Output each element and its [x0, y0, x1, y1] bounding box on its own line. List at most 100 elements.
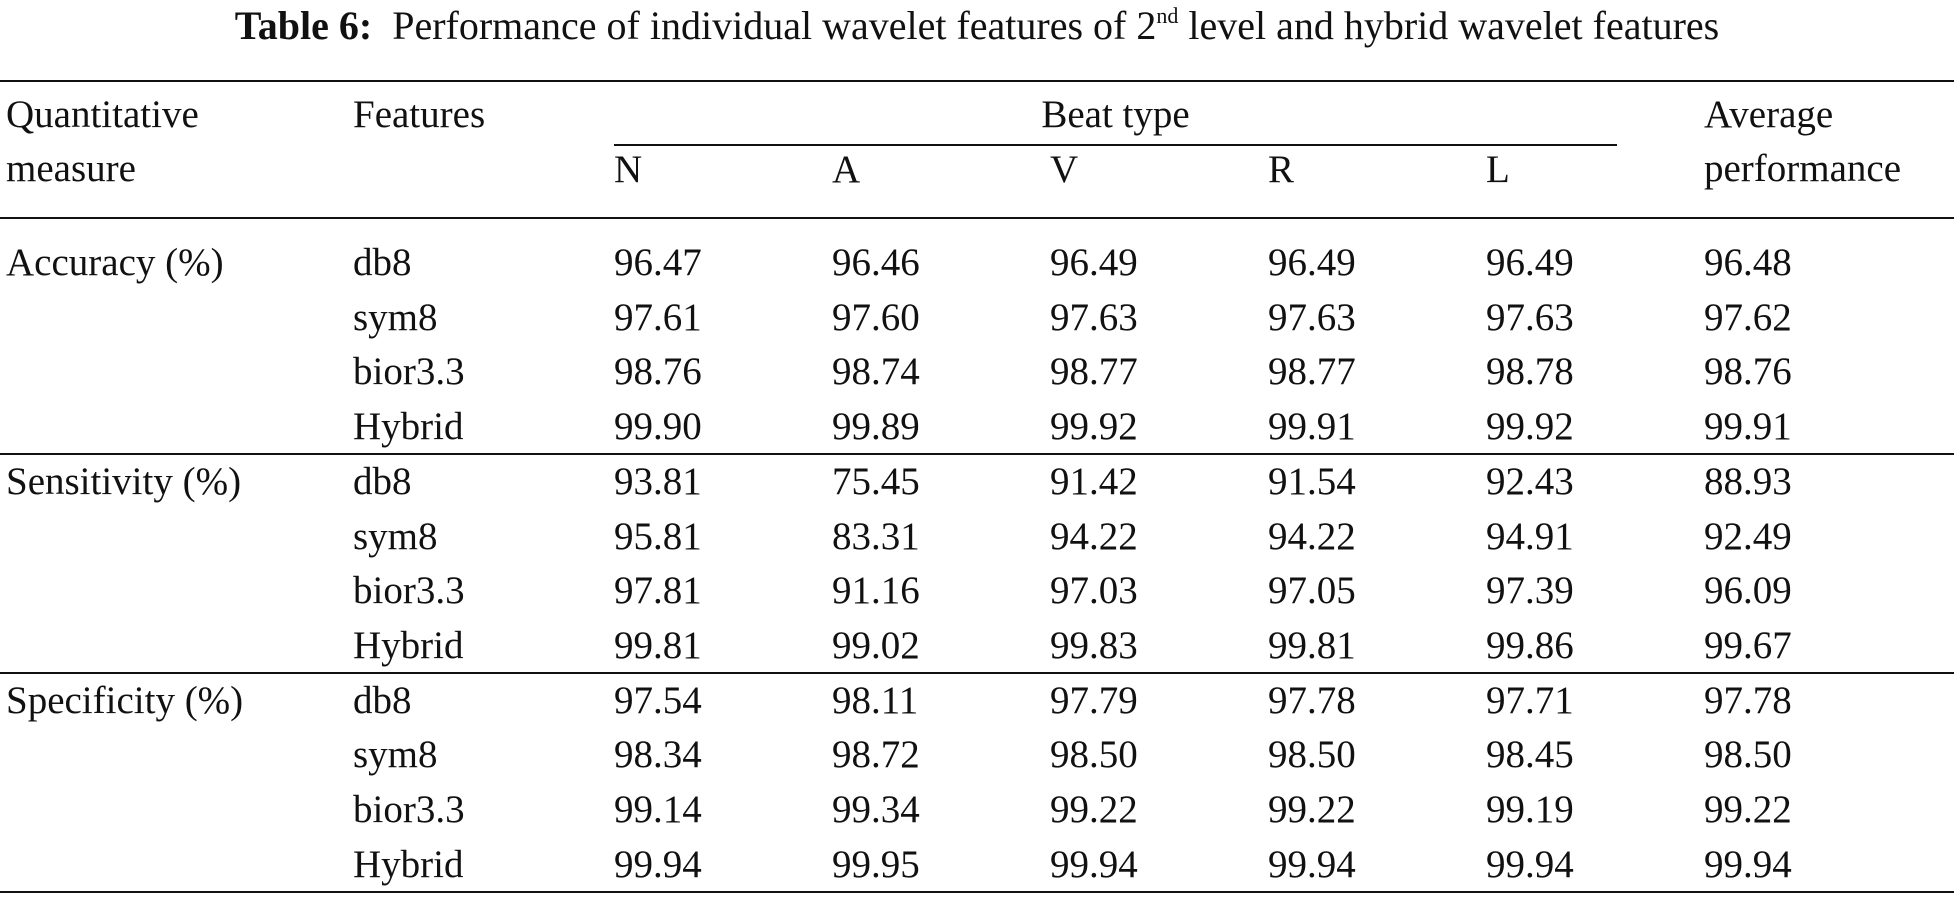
cell-value: 91.16 — [832, 569, 920, 613]
feature-name: bior3.3 — [353, 569, 465, 613]
cell-value: 98.77 — [1268, 350, 1356, 394]
measure-name: Accuracy (%) — [6, 241, 224, 284]
table-title: Table 6: Performance of individual wavel… — [0, 4, 1954, 48]
cell-value: 91.54 — [1268, 459, 1356, 503]
feature-name: bior3.3 — [353, 350, 465, 394]
cell-value: 92.43 — [1486, 459, 1574, 503]
cell-value: 96.49 — [1268, 241, 1356, 284]
cell-value: 99.94 — [1486, 842, 1574, 886]
cell-value: 97.60 — [832, 295, 920, 339]
rule — [0, 217, 1954, 219]
cell-value: 99.67 — [1704, 623, 1792, 667]
cell-value: 97.39 — [1486, 569, 1574, 613]
cell-value: 98.50 — [1704, 733, 1792, 777]
cell-value: 99.94 — [614, 842, 702, 886]
cell-value: 99.91 — [1704, 405, 1792, 449]
feature-name: bior3.3 — [353, 788, 465, 831]
cell-value: 99.19 — [1486, 788, 1574, 831]
cell-value: 88.93 — [1704, 459, 1792, 503]
title-text-end: level and hybrid wavelet features — [1178, 3, 1720, 48]
cell-value: 99.90 — [614, 405, 702, 449]
feature-name: sym8 — [353, 733, 438, 777]
cell-value: 93.81 — [614, 459, 702, 503]
cell-value: 99.34 — [832, 788, 920, 831]
rule — [614, 144, 1617, 146]
cell-value: 97.62 — [1704, 295, 1792, 339]
cell-value: 99.95 — [832, 842, 920, 886]
cell-value: 96.49 — [1050, 241, 1138, 284]
cell-value: 98.34 — [614, 733, 702, 777]
cell-value: 99.94 — [1268, 842, 1356, 886]
feature-name: Hybrid — [353, 623, 464, 667]
header-average: performance — [1704, 147, 1902, 190]
cell-value: 99.92 — [1486, 405, 1574, 449]
cell-value: 99.22 — [1268, 788, 1356, 831]
cell-value: 95.81 — [614, 514, 702, 558]
cell-value: 99.94 — [1050, 842, 1138, 886]
cell-value: 98.50 — [1050, 733, 1138, 777]
cell-value: 99.83 — [1050, 623, 1138, 667]
cell-value: 98.77 — [1050, 350, 1138, 394]
cell-value: 97.63 — [1050, 295, 1138, 339]
feature-name: db8 — [353, 678, 412, 722]
header-beat-type: Beat type — [1041, 93, 1190, 136]
cell-value: 96.48 — [1704, 241, 1792, 284]
cell-value: 97.03 — [1050, 569, 1138, 613]
header-features: Features — [353, 93, 486, 136]
feature-name: db8 — [353, 241, 412, 284]
cell-value: 94.22 — [1050, 514, 1138, 558]
cell-value: 99.81 — [1268, 623, 1356, 667]
header-beat: L — [1486, 148, 1510, 191]
header-beat: N — [614, 148, 643, 191]
cell-value: 99.14 — [614, 788, 702, 831]
cell-value: 99.94 — [1704, 842, 1792, 886]
title-superscript: nd — [1156, 3, 1179, 28]
rule — [0, 890, 1954, 893]
cell-value: 97.61 — [614, 295, 702, 339]
rule — [0, 453, 1954, 456]
cell-value: 94.22 — [1268, 514, 1356, 558]
cell-value: 99.22 — [1050, 788, 1138, 831]
cell-value: 99.81 — [614, 623, 702, 667]
cell-value: 99.91 — [1268, 405, 1356, 449]
cell-value: 91.42 — [1050, 459, 1138, 503]
measure-name: Specificity (%) — [6, 678, 244, 722]
header-measure: Quantitative — [6, 93, 199, 136]
measure-name: Sensitivity (%) — [6, 459, 242, 503]
cell-value: 96.49 — [1486, 241, 1574, 284]
feature-name: db8 — [353, 459, 412, 503]
feature-name: sym8 — [353, 514, 438, 558]
feature-name: sym8 — [353, 295, 438, 339]
cell-value: 99.89 — [832, 405, 920, 449]
header-beat: V — [1050, 148, 1079, 191]
cell-value: 97.71 — [1486, 678, 1574, 722]
cell-value: 97.54 — [614, 678, 702, 722]
cell-value: 96.46 — [832, 241, 920, 284]
header-beat: R — [1268, 148, 1295, 191]
title-text: Performance of individual wavelet featur… — [392, 3, 1157, 48]
cell-value: 97.78 — [1268, 678, 1356, 722]
header-beat: A — [832, 148, 861, 191]
cell-value: 99.02 — [832, 623, 920, 667]
cell-value: 97.78 — [1704, 678, 1792, 722]
cell-value: 98.72 — [832, 733, 920, 777]
rule — [0, 80, 1954, 82]
table-label: Table 6: — [234, 3, 373, 48]
cell-value: 92.49 — [1704, 514, 1792, 558]
cell-value: 97.63 — [1268, 295, 1356, 339]
cell-value: 83.31 — [832, 514, 920, 558]
cell-value: 98.76 — [1704, 350, 1792, 394]
cell-value: 98.76 — [614, 350, 702, 394]
cell-value: 97.05 — [1268, 569, 1356, 613]
cell-value: 99.92 — [1050, 405, 1138, 449]
cell-value: 96.09 — [1704, 569, 1792, 613]
cell-value: 98.11 — [832, 678, 919, 722]
cell-value: 97.79 — [1050, 678, 1138, 722]
header-measure: measure — [6, 147, 136, 190]
cell-value: 97.63 — [1486, 295, 1574, 339]
feature-name: Hybrid — [353, 842, 464, 886]
cell-value: 99.22 — [1704, 788, 1792, 831]
cell-value: 98.74 — [832, 350, 920, 394]
cell-value: 75.45 — [832, 459, 920, 503]
